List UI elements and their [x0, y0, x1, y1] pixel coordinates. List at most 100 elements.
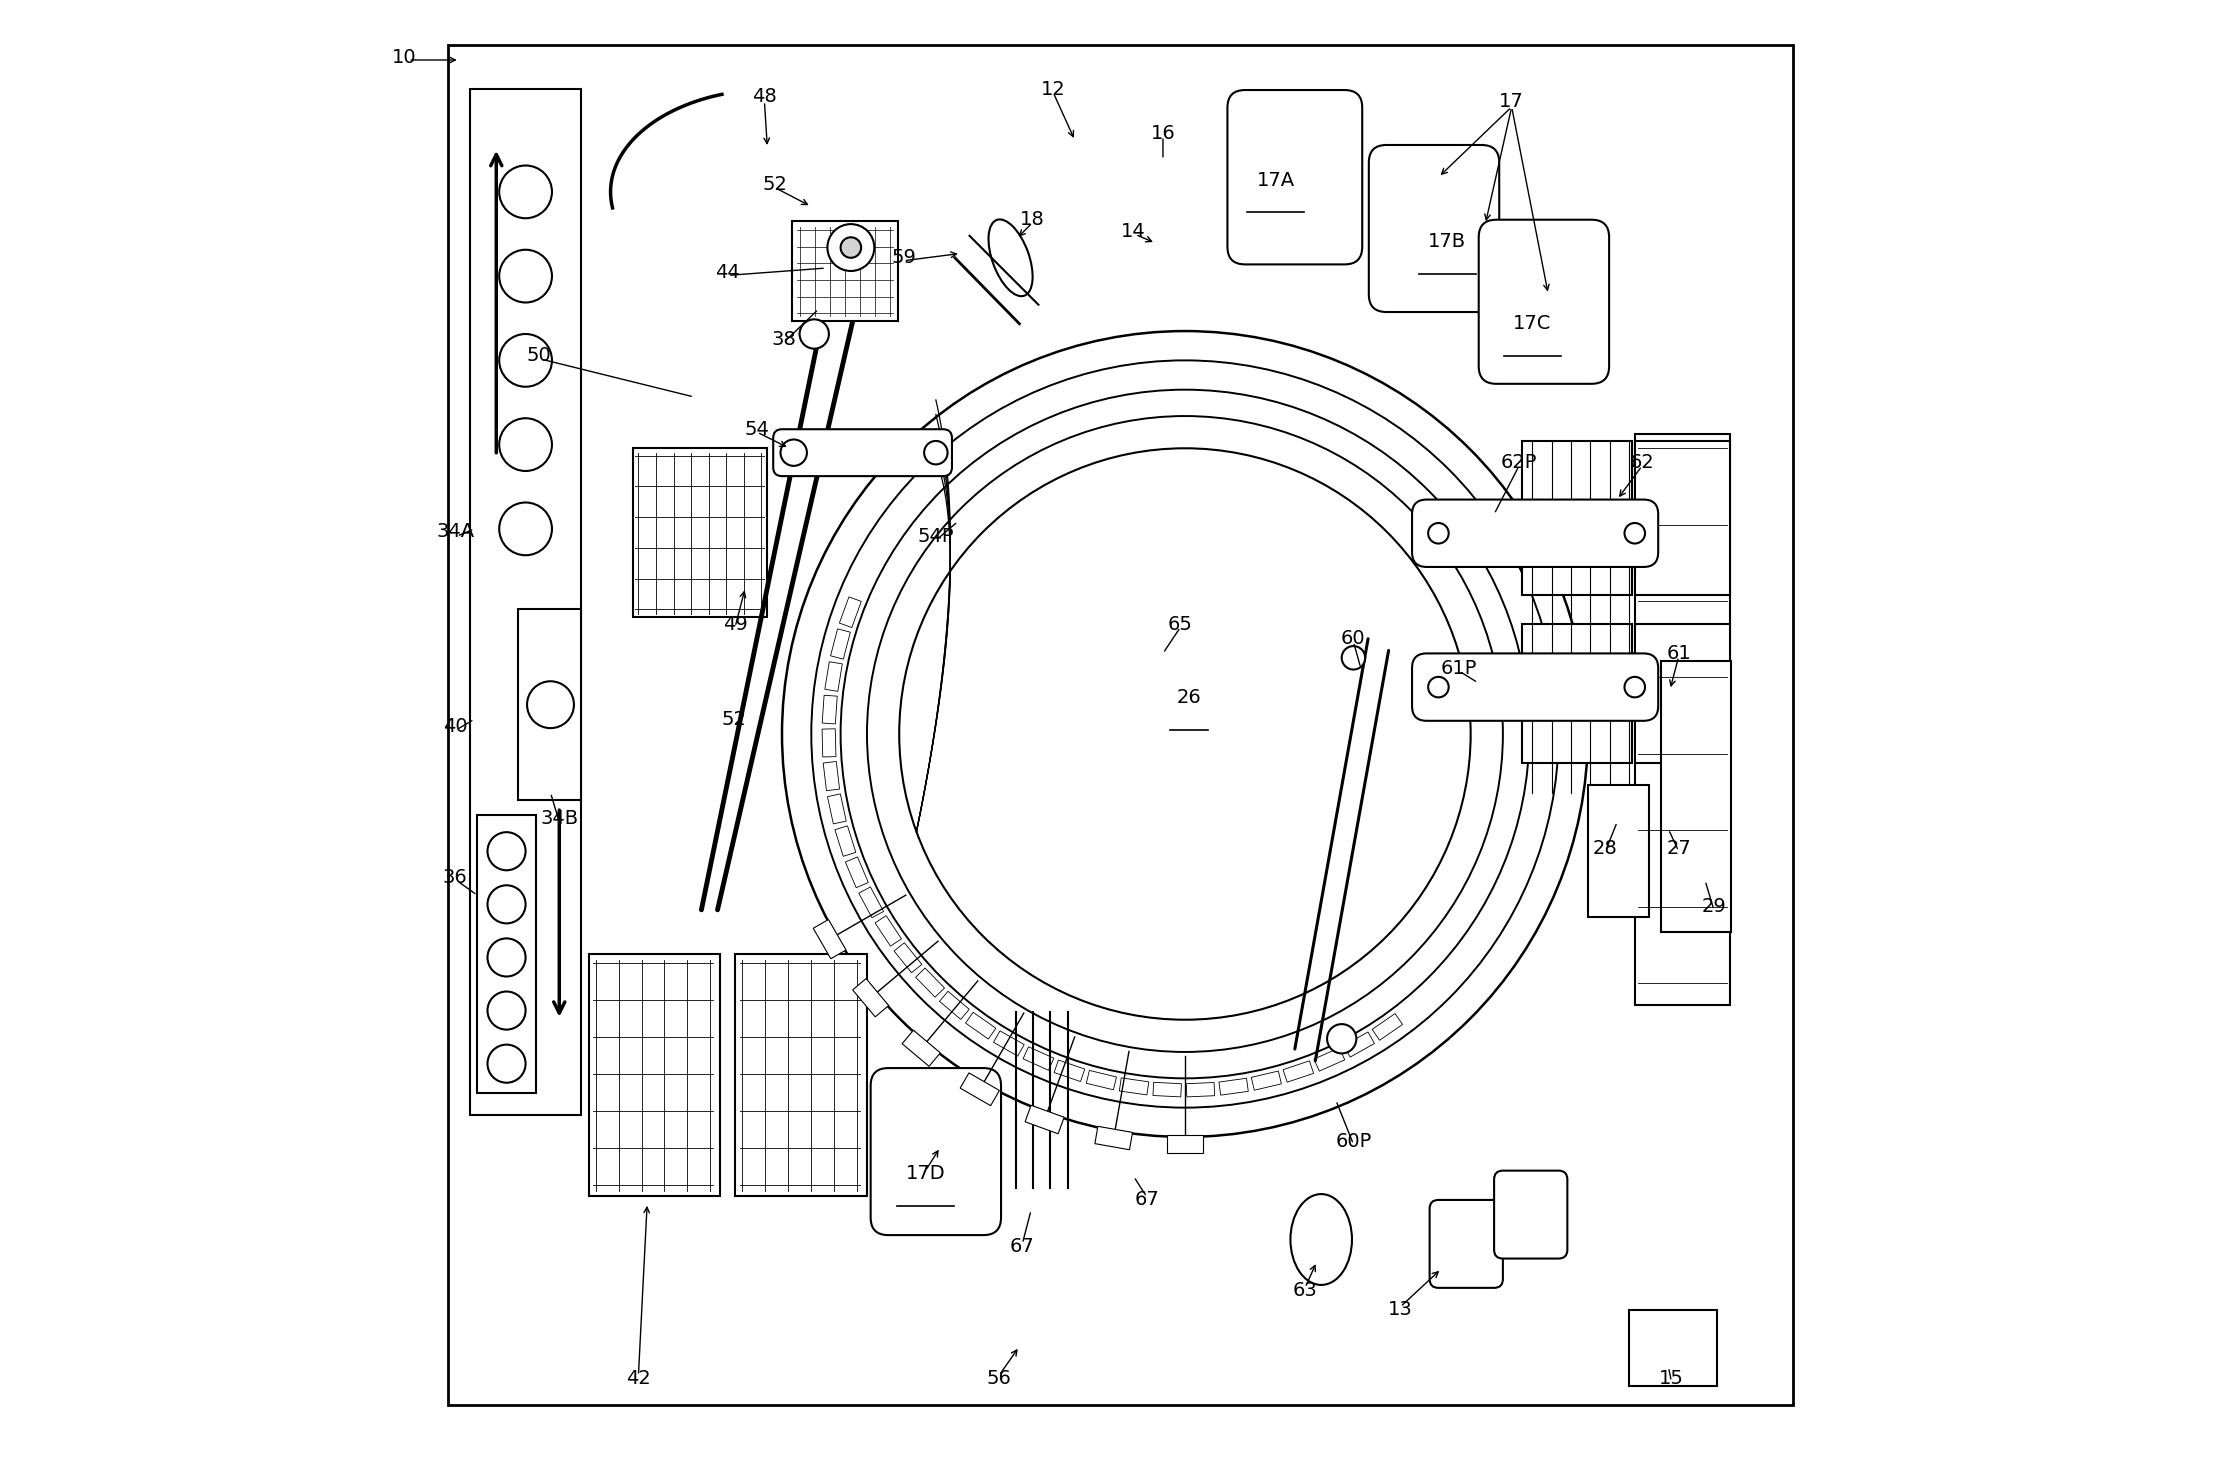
Circle shape: [799, 320, 828, 348]
Bar: [734, 954, 866, 1195]
Polygon shape: [965, 1013, 996, 1039]
Polygon shape: [826, 662, 841, 691]
Polygon shape: [821, 728, 837, 757]
Bar: [792, 222, 897, 321]
Circle shape: [488, 832, 526, 871]
Circle shape: [924, 440, 947, 464]
Text: 36: 36: [443, 868, 468, 887]
Polygon shape: [1168, 1135, 1202, 1152]
Text: 12: 12: [1041, 79, 1065, 98]
Polygon shape: [839, 597, 862, 627]
Circle shape: [528, 681, 573, 728]
Circle shape: [1625, 677, 1645, 697]
Circle shape: [499, 418, 553, 471]
Circle shape: [499, 166, 553, 219]
Polygon shape: [1282, 1061, 1314, 1082]
Text: 54: 54: [745, 420, 770, 439]
Bar: [633, 448, 768, 617]
Text: 40: 40: [443, 718, 468, 735]
Circle shape: [1327, 1025, 1356, 1054]
Text: 17B: 17B: [1428, 232, 1466, 251]
Text: 54P: 54P: [918, 527, 953, 546]
Bar: [1661, 661, 1732, 932]
Text: 29: 29: [1701, 897, 1725, 916]
Text: 60P: 60P: [1336, 1132, 1372, 1151]
Bar: [477, 815, 535, 1094]
Text: 17: 17: [1499, 91, 1524, 110]
Circle shape: [1428, 677, 1448, 697]
Polygon shape: [875, 916, 902, 947]
Circle shape: [499, 250, 553, 302]
Bar: [1634, 440, 1730, 595]
Text: 34A: 34A: [436, 523, 474, 542]
Circle shape: [488, 885, 526, 923]
Circle shape: [781, 439, 808, 465]
Bar: [589, 954, 721, 1195]
Circle shape: [1343, 646, 1365, 669]
Text: 62P: 62P: [1502, 454, 1538, 473]
Ellipse shape: [989, 219, 1032, 297]
Text: 10: 10: [392, 47, 416, 66]
Bar: [1522, 440, 1632, 595]
Text: 67: 67: [1009, 1238, 1034, 1257]
Bar: [1589, 785, 1649, 918]
Polygon shape: [1314, 1048, 1345, 1072]
Bar: [1634, 433, 1730, 1006]
FancyBboxPatch shape: [871, 1069, 1000, 1235]
FancyBboxPatch shape: [1412, 499, 1658, 567]
Polygon shape: [1054, 1060, 1085, 1082]
Polygon shape: [1251, 1072, 1282, 1091]
Text: 26: 26: [1177, 688, 1202, 708]
Polygon shape: [830, 628, 850, 659]
Text: 61P: 61P: [1441, 659, 1477, 678]
Text: 65: 65: [1168, 615, 1193, 634]
Text: 17D: 17D: [906, 1164, 944, 1183]
Text: 52: 52: [721, 711, 745, 728]
Polygon shape: [835, 826, 855, 856]
Text: 59: 59: [891, 248, 915, 267]
Text: 34B: 34B: [539, 809, 577, 828]
Text: 38: 38: [772, 330, 797, 349]
Text: 13: 13: [1388, 1301, 1412, 1320]
Polygon shape: [893, 942, 922, 973]
Circle shape: [488, 938, 526, 976]
Polygon shape: [1343, 1032, 1374, 1057]
Text: 48: 48: [752, 87, 777, 106]
FancyBboxPatch shape: [1226, 90, 1363, 264]
Polygon shape: [1186, 1082, 1215, 1097]
Circle shape: [499, 335, 553, 386]
Polygon shape: [846, 857, 868, 888]
Polygon shape: [1119, 1078, 1148, 1095]
Polygon shape: [940, 991, 969, 1019]
Polygon shape: [1153, 1082, 1182, 1097]
Polygon shape: [1023, 1047, 1054, 1070]
Text: 15: 15: [1658, 1370, 1683, 1389]
Polygon shape: [915, 967, 944, 997]
Circle shape: [488, 991, 526, 1029]
Bar: [1629, 1309, 1717, 1386]
Polygon shape: [853, 979, 888, 1017]
FancyBboxPatch shape: [1412, 653, 1658, 721]
Polygon shape: [812, 919, 846, 959]
Text: 63: 63: [1294, 1282, 1318, 1301]
Text: 67: 67: [1135, 1191, 1159, 1210]
Polygon shape: [1220, 1079, 1249, 1095]
Ellipse shape: [1291, 1193, 1352, 1284]
Text: 56: 56: [987, 1370, 1012, 1389]
Text: 60: 60: [1341, 630, 1365, 649]
Text: 52: 52: [763, 175, 788, 194]
Bar: [1522, 624, 1632, 763]
Polygon shape: [859, 887, 884, 918]
Text: 28: 28: [1593, 838, 1618, 857]
Text: 16: 16: [1150, 123, 1175, 142]
Circle shape: [828, 225, 875, 272]
Polygon shape: [960, 1073, 1000, 1105]
Polygon shape: [821, 696, 837, 724]
Circle shape: [1625, 523, 1645, 543]
Polygon shape: [994, 1031, 1025, 1055]
Bar: [1634, 624, 1730, 763]
Text: 14: 14: [1121, 222, 1146, 241]
Polygon shape: [1372, 1013, 1403, 1041]
Text: 42: 42: [627, 1370, 651, 1389]
Polygon shape: [1094, 1126, 1132, 1149]
